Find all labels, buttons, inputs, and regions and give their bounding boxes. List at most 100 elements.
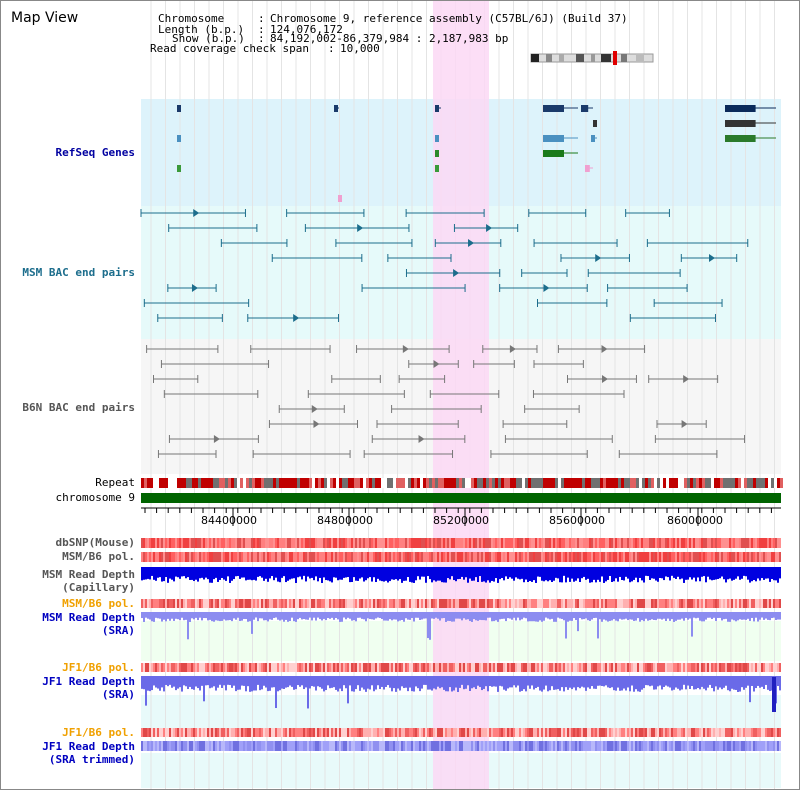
msm-sra-depth-bar: [777, 612, 779, 620]
repeat-block: [162, 478, 165, 488]
jf1-b6-pol-trim-cell: [283, 728, 285, 737]
jf1-trim-depth-cell: [709, 741, 711, 751]
jf1-trim-depth-cell: [761, 741, 763, 751]
jf1-b6-pol-trim-cell: [301, 728, 303, 737]
jf1-b6-pol-trim-cell: [609, 728, 611, 737]
jf1-sra-depth-bar: [299, 676, 301, 687]
jf1-sra-depth-bar: [303, 676, 305, 690]
jf1-b6-pol-trim-cell: [367, 728, 369, 737]
jf1-sra-depth-bar: [281, 676, 283, 689]
jf1-b6-pol-cell: [473, 663, 475, 672]
dbsnp-cell: [335, 538, 337, 548]
msm-sra-depth-bar: [359, 612, 361, 618]
dbsnp-cell: [617, 538, 619, 548]
dbsnp-cell: [685, 538, 687, 548]
msm-sra-depth-bar: [689, 612, 691, 619]
msm-sra-depth-bar: [499, 612, 501, 620]
msm-sra-depth-bar: [607, 612, 609, 622]
repeat-block: [192, 478, 195, 488]
jf1-sra-depth-bar: [629, 676, 631, 692]
jf1-b6-pol-cell: [585, 663, 587, 672]
jf1-sra-depth-bar: [429, 676, 431, 690]
dbsnp-cell: [247, 538, 249, 548]
dbsnp-cell: [731, 538, 733, 548]
track-label-jf1-b6-pol[interactable]: JF1/B6 pol.: [62, 661, 135, 674]
repeat-block: [357, 478, 360, 488]
msm-capillary-depth-bar: [441, 567, 443, 583]
jf1-sra-depth-bar: [763, 676, 765, 689]
jf1-b6-pol-trim-cell: [387, 728, 389, 737]
msm-b6-pol-sra-cell: [341, 599, 343, 608]
msm-b6-pol-cell: [523, 552, 525, 562]
track-label-msm-b6-pol-sra[interactable]: MSM/B6 pol.: [62, 597, 135, 610]
jf1-b6-pol-trim-cell: [419, 728, 421, 737]
jf1-trim-depth-cell: [215, 741, 217, 751]
dbsnp-cell: [535, 538, 537, 548]
msm-capillary-depth-bar: [521, 567, 523, 579]
track-label-msm-bac-end-pairs[interactable]: MSM BAC end pairs: [22, 266, 135, 279]
track-label-b6n-bac-end-pairs[interactable]: B6N BAC end pairs: [22, 401, 135, 414]
jf1-sra-depth-bar: [161, 676, 163, 688]
track-label-msm-b6-pol[interactable]: MSM/B6 pol.: [62, 550, 135, 563]
jf1-trim-depth-cell: [679, 741, 681, 751]
jf1-b6-pol-trim-cell: [441, 728, 443, 737]
jf1-sra-depth-bar: [453, 676, 455, 691]
msm-b6-pol-sra-cell: [395, 599, 397, 608]
msm-b6-pol-sra-cell: [767, 599, 769, 608]
track-label-refseq-genes[interactable]: RefSeq Genes: [55, 146, 135, 159]
jf1-trim-depth-cell: [491, 741, 493, 751]
msm-b6-pol-cell: [621, 552, 623, 562]
msm-b6-pol-cell: [425, 552, 427, 562]
msm-capillary-depth-bar: [687, 567, 689, 580]
msm-b6-pol-sra-cell: [179, 599, 181, 608]
dbsnp-cell: [255, 538, 257, 548]
jf1-b6-pol-trim-cell: [259, 728, 261, 737]
jf1-sra-depth-bar: [445, 676, 447, 692]
track-label-dbsnp[interactable]: dbSNP(Mouse): [55, 536, 135, 549]
jf1-sra-depth-bar: [217, 676, 219, 688]
jf1-b6-pol-cell: [747, 663, 749, 672]
msm-sra-depth-bar: [279, 612, 281, 621]
jf1-trim-depth-cell: [611, 741, 613, 751]
track-label-msm-read-depth[interactable]: MSM Read Depth: [42, 568, 135, 581]
jf1-trim-depth-cell: [271, 741, 273, 751]
repeat-block: [195, 478, 198, 488]
jf1-trim-depth-cell: [775, 741, 777, 751]
jf1-b6-pol-trim-cell: [669, 728, 671, 737]
track-label-msm-read-depth-sra[interactable]: MSM Read Depth: [42, 611, 135, 624]
jf1-b6-pol-trim-cell: [253, 728, 255, 737]
msm-b6-pol-sra-cell: [143, 599, 145, 608]
msm-b6-pol-cell: [593, 552, 595, 562]
msm-b6-pol-cell: [607, 552, 609, 562]
msm-b6-pol-cell: [747, 552, 749, 562]
msm-sra-depth-bar: [223, 612, 225, 620]
repeat-block: [729, 478, 732, 488]
jf1-b6-pol-trim-cell: [731, 728, 733, 737]
jf1-b6-pol-trim-cell: [517, 728, 519, 737]
track-label-jf1-read-depth-sra[interactable]: JF1 Read Depth: [42, 675, 135, 688]
msm-b6-pol-sra-cell: [599, 599, 601, 608]
jf1-sra-depth-bar: [393, 676, 395, 689]
dbsnp-cell: [401, 538, 403, 548]
repeat-block: [369, 478, 372, 488]
jf1-trim-depth-cell: [363, 741, 365, 751]
jf1-sra-depth-bar: [251, 676, 253, 692]
jf1-trim-depth-cell: [145, 741, 147, 751]
jf1-sra-depth-bar: [585, 676, 587, 691]
repeat-block: [561, 478, 564, 488]
msm-b6-pol-sra-cell: [193, 599, 195, 608]
track-label-jf1-read-depth-trim[interactable]: JF1 Read Depth: [42, 740, 135, 753]
jf1-b6-pol-trim-cell: [681, 728, 683, 737]
msm-capillary-depth-bar: [539, 567, 541, 577]
track-label-jf1-b6-pol-trim[interactable]: JF1/B6 pol.: [62, 726, 135, 739]
jf1-trim-depth-cell: [469, 741, 471, 751]
jf1-b6-pol-cell: [575, 663, 577, 672]
msm-capillary-depth-bar: [623, 567, 625, 581]
jf1-trim-depth-cell: [365, 741, 367, 751]
msm-capillary-depth-bar: [239, 567, 241, 579]
msm-capillary-depth-bar: [169, 567, 171, 579]
jf1-trim-depth-cell: [575, 741, 577, 751]
repeat-block: [228, 478, 231, 488]
jf1-b6-pol-cell: [583, 663, 585, 672]
